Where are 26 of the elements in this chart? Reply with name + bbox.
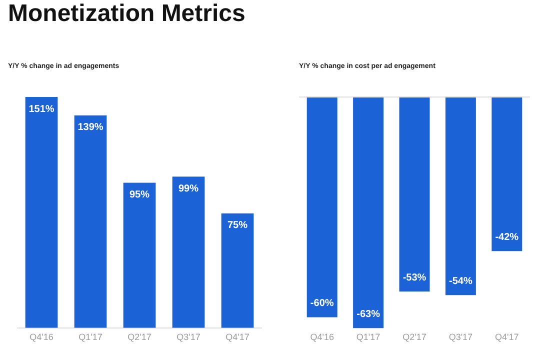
bar (74, 115, 107, 328)
data-label: 95% (129, 189, 150, 200)
x-tick-label: Q1'17 (78, 332, 102, 342)
bar (221, 213, 254, 328)
chart-title: Monetization Metrics (8, 0, 246, 28)
data-label: -53% (402, 272, 426, 284)
data-label: 99% (178, 183, 199, 194)
data-label: -60% (310, 298, 334, 309)
x-tick-label: Q4'17 (495, 332, 519, 342)
x-tick-label: Q3'17 (176, 332, 200, 342)
data-label: 75% (227, 220, 248, 232)
data-label: -54% (449, 276, 472, 287)
data-label: -63% (356, 308, 380, 320)
x-tick-label: Q2'17 (402, 332, 426, 342)
bar (172, 176, 205, 328)
bar (25, 97, 58, 328)
x-tick-label: Q1'17 (356, 332, 380, 342)
x-tick-label: Q3'17 (448, 332, 473, 342)
x-tick-label: Q4'16 (310, 332, 334, 342)
bar (123, 182, 156, 328)
x-tick-label: Q2'17 (128, 332, 152, 342)
data-label: 151% (28, 104, 54, 115)
x-tick-label: Q4'17 (226, 332, 250, 342)
data-label: 139% (78, 122, 104, 134)
x-tick-label: Q4'16 (30, 332, 54, 342)
data-label: -42% (495, 232, 519, 243)
